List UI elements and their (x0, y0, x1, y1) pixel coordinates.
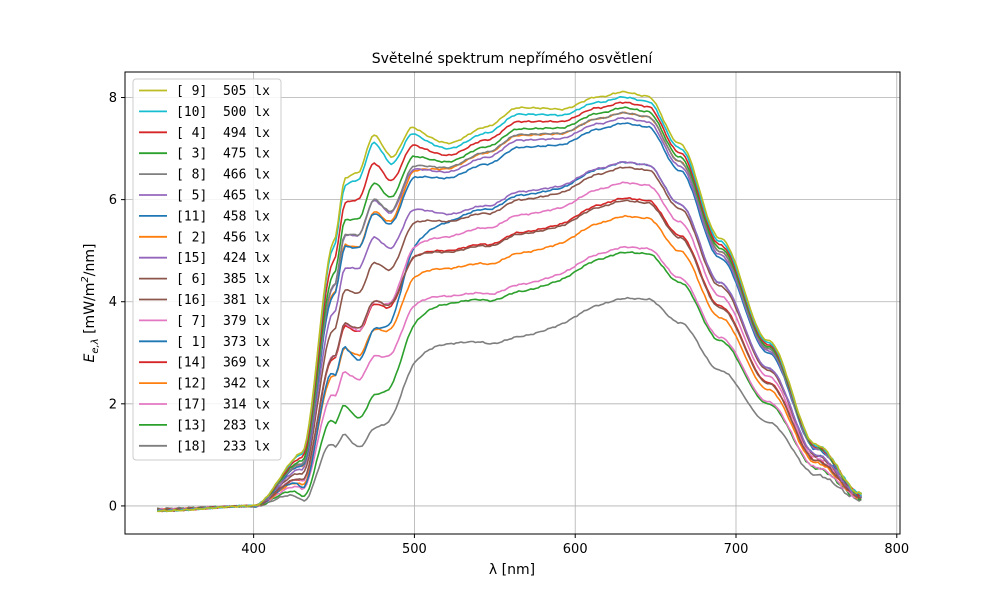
legend-label: [10] 500 lx (176, 105, 270, 120)
legend-label: [ 5] 465 lx (176, 189, 270, 204)
y-tick-label: 0 (109, 499, 117, 514)
legend-box (132, 78, 282, 461)
legend: [ 9] 505 lx [10] 500 lx [ 4] 494 lx [ 3] 47… (132, 78, 282, 461)
series-line (156, 296, 862, 510)
y-tick-label: 2 (109, 397, 117, 412)
legend-label: [ 6] 385 lx (176, 272, 270, 287)
series-line (156, 199, 862, 511)
chart-title: Světelné spektrum nepřímého osvětlení (372, 51, 654, 67)
y-tick-label: 4 (109, 295, 117, 310)
legend-label: [ 9] 505 lx (176, 84, 270, 99)
x-axis-label: λ [nm] (489, 562, 535, 578)
legend-label: [14] 369 lx (176, 356, 270, 371)
legend-label: [ 1] 373 lx (176, 335, 270, 350)
x-tick-label: 700 (724, 542, 749, 557)
plot-frame (124, 71, 901, 535)
series-line (157, 166, 862, 512)
tick-layer: 400 500 600 700 800 0 2 4 6 8 (109, 91, 909, 557)
series-layer (156, 90, 863, 513)
x-tick-label: 500 (402, 542, 427, 557)
legend-label: [ 8] 466 lx (176, 168, 270, 183)
series-line (157, 90, 862, 513)
series-line (157, 214, 862, 511)
legend-label: [11] 458 lx (176, 209, 270, 224)
legend-label: [ 7] 379 lx (176, 314, 270, 329)
y-axis-label-unit-end: /nm] (82, 244, 98, 277)
y-axis-label-symbol: E (82, 353, 98, 362)
legend-label: [13] 283 lx (176, 418, 270, 433)
legend-label: [16] 381 lx (176, 293, 270, 308)
y-axis-label-subscript: e,λ (90, 338, 101, 353)
legend-label: [ 4] 494 lx (176, 126, 270, 141)
y-axis-label-superscript: 2 (80, 276, 91, 282)
x-tick-label: 800 (884, 542, 909, 557)
legend-label: [18] 233 lx (176, 439, 270, 454)
legend-label: [17] 314 lx (176, 398, 270, 413)
x-tick-label: 600 (563, 542, 588, 557)
y-axis-label-unit: [mW/m (82, 283, 98, 339)
series-line (157, 101, 862, 513)
series-line (157, 251, 862, 511)
legend-label: [ 2] 456 lx (176, 230, 270, 245)
legend-label: [12] 342 lx (176, 377, 270, 392)
y-tick-label: 6 (109, 193, 117, 208)
x-tick-label: 400 (241, 542, 266, 557)
y-tick-label: 8 (109, 91, 117, 106)
legend-label: [15] 424 lx (176, 251, 270, 266)
y-axis-label: Ee,λ [mW/m2/nm] (80, 244, 101, 363)
legend-label: [ 3] 475 lx (176, 147, 270, 162)
legend-entries: [ 9] 505 lx [10] 500 lx [ 4] 494 lx [ 3] 47… (139, 84, 270, 454)
